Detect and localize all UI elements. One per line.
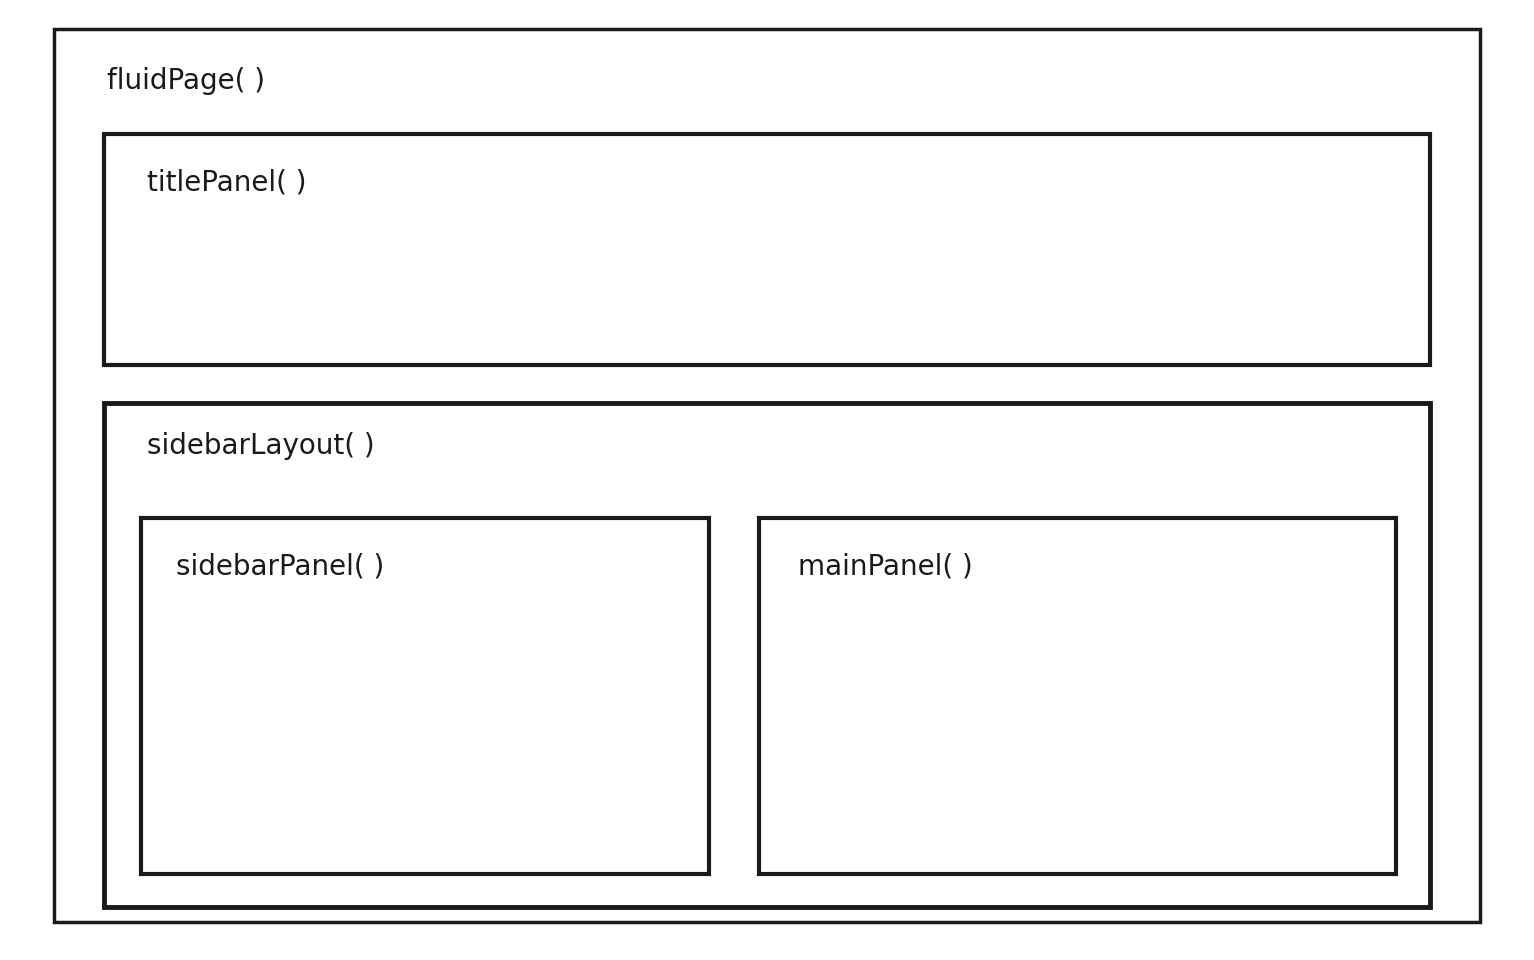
Bar [104,403,1430,907]
Text: mainPanel( ): mainPanel( ) [798,552,973,580]
Bar [759,518,1396,874]
Text: sidebarPanel( ): sidebarPanel( ) [176,552,385,580]
Bar [104,134,1430,365]
Text: titlePanel( ): titlePanel( ) [147,168,307,196]
Text: fluidPage( ): fluidPage( ) [107,67,265,95]
Bar [141,518,709,874]
Text: sidebarLayout( ): sidebarLayout( ) [147,432,374,460]
